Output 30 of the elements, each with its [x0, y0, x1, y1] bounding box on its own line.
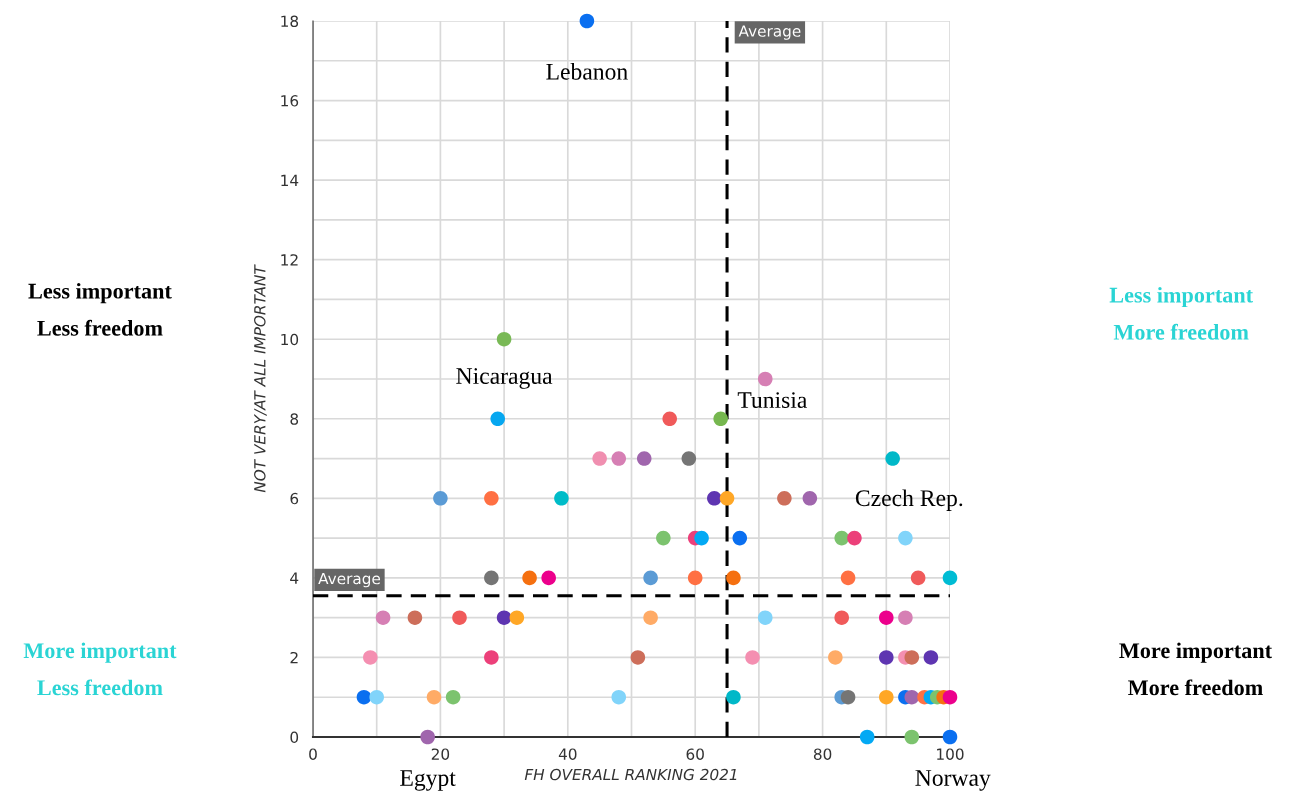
x-tick-label: 40	[558, 748, 577, 760]
y-tick-label: 4	[290, 572, 299, 584]
text: Less important Less freedom	[28, 282, 172, 336]
x-tick-label: 100	[937, 748, 964, 760]
annotation: Nicaragua	[456, 368, 553, 389]
annotation: Tunisia	[737, 392, 808, 409]
annotation: Norway	[915, 770, 991, 791]
y-tick-label: 8	[290, 413, 299, 425]
y-tick-label: 16	[281, 95, 299, 107]
y-axis-title: NOT VERY/AT ALL IMPORTANT	[254, 264, 267, 493]
y-tick-label: 18	[281, 15, 299, 28]
annotation: Egypt	[400, 770, 456, 791]
text: More important More freedom	[1119, 642, 1272, 696]
y-tick-label: 6	[290, 492, 299, 505]
ref-line-label: Average	[318, 572, 381, 588]
y-tick-label: 2	[290, 651, 298, 664]
y-tick-label: 12	[281, 254, 298, 266]
y-tick-label: 14	[281, 174, 299, 186]
annotation: Czech Rep.	[855, 489, 963, 511]
x-tick-label: 80	[813, 748, 832, 760]
x-tick-label: 0	[309, 748, 317, 760]
text: Less important More freedom	[1109, 286, 1253, 340]
y-tick-label: 0	[290, 731, 299, 744]
x-tick-label: 60	[686, 748, 704, 760]
y-tick-label: 10	[281, 333, 299, 346]
text: More important Less freedom	[23, 642, 177, 696]
x-tick-label: 20	[431, 748, 450, 760]
x-axis-title: FH OVERALL RANKING 2021	[524, 768, 737, 781]
ref-line-label: Average	[738, 25, 801, 40]
annotation: Lebanon	[546, 63, 628, 80]
